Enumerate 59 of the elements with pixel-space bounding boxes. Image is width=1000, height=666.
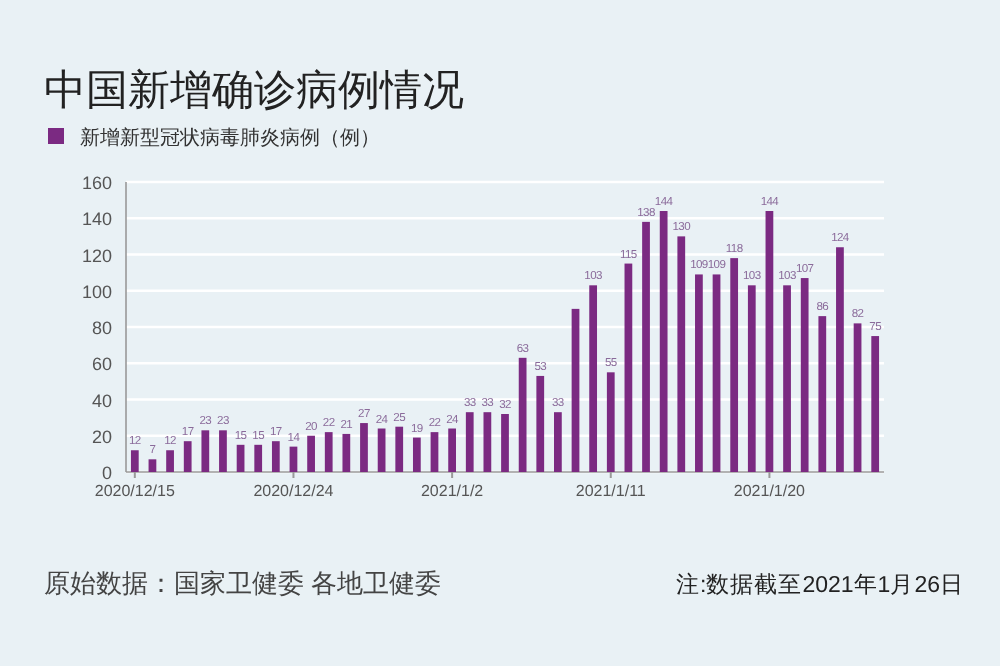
bar — [836, 247, 844, 472]
bar — [571, 308, 580, 472]
x-tick-label: 2020/12/15 — [94, 482, 176, 500]
text: 注:数据截至2021年1月26日 — [676, 570, 964, 598]
y-tick-label: 80 — [91, 318, 112, 338]
bar — [642, 221, 650, 472]
y-tick-label: 0 — [101, 463, 112, 483]
bar — [236, 444, 245, 472]
bar — [183, 441, 192, 472]
bar — [606, 372, 615, 472]
bar — [412, 437, 421, 472]
bar — [254, 444, 263, 472]
bar — [624, 263, 633, 472]
bar — [589, 285, 598, 472]
legend-label: 新增新型冠状病毒肺炎病例（例） — [80, 126, 380, 150]
bar — [271, 441, 280, 472]
bar — [360, 423, 368, 472]
y-tick-label: 160 — [81, 173, 112, 193]
bar — [430, 432, 439, 472]
bar — [747, 285, 756, 472]
text: 原始数据：国家卫健委 各地卫健委 — [44, 568, 442, 598]
bar — [219, 430, 227, 472]
x-tick-label: 2021/1/11 — [575, 482, 647, 500]
bar — [730, 258, 739, 472]
bar — [307, 435, 315, 472]
bar — [677, 236, 686, 472]
y-tick-label: 60 — [91, 354, 112, 375]
bar — [448, 428, 456, 472]
y-tick-label: 20 — [91, 426, 112, 447]
bar — [483, 412, 492, 472]
bar — [465, 412, 474, 472]
bar — [765, 211, 774, 472]
bar — [659, 211, 668, 472]
bar — [818, 316, 827, 472]
bar — [853, 323, 862, 472]
x-tick-label: 2020/12/24 — [253, 482, 335, 500]
x-tick-label: 2021/1/20 — [733, 482, 807, 500]
bar — [554, 412, 562, 472]
bar — [800, 278, 809, 472]
y-tick-label: 120 — [81, 245, 112, 266]
bar — [518, 357, 527, 472]
y-tick-label: 100 — [81, 281, 112, 302]
y-tick-label: 40 — [91, 390, 112, 411]
bar — [148, 459, 157, 472]
bar — [695, 274, 703, 472]
bar — [130, 450, 139, 472]
bar — [501, 414, 509, 472]
bar — [783, 285, 791, 472]
y-tick-label: 140 — [81, 209, 112, 230]
bar — [395, 426, 404, 472]
x-tick-label: 2021/1/2 — [420, 482, 485, 500]
bar — [712, 274, 721, 472]
chart-title: 中国新增确诊病例情况 — [44, 68, 464, 114]
bar — [536, 375, 545, 472]
bar — [201, 430, 210, 472]
bar — [342, 433, 351, 472]
bar — [871, 336, 880, 472]
bar — [166, 450, 174, 472]
bar — [324, 432, 333, 472]
